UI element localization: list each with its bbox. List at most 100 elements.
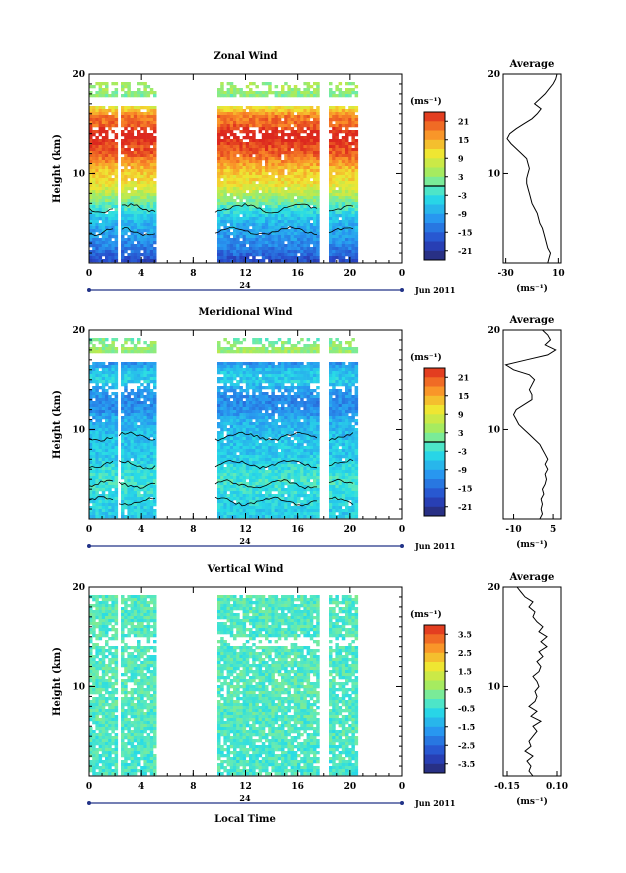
heatmap-cell: [153, 410, 157, 414]
heatmap-cell: [98, 211, 103, 215]
heatmap-cell: [124, 485, 128, 489]
heatmap-cell: [271, 208, 275, 212]
heatmap-cell: [121, 425, 125, 429]
heatmap-cell: [130, 136, 135, 140]
heatmap-cell: [133, 392, 138, 396]
heatmap-cell: [89, 476, 93, 480]
heatmap-cell: [239, 142, 243, 146]
heatmap-cell: [277, 235, 282, 239]
heatmap-cell: [143, 467, 147, 471]
heatmap-cell: [111, 428, 115, 432]
heatmap-cell: [261, 211, 266, 215]
heatmap-cell: [239, 449, 243, 453]
heatmap-cell: [293, 124, 298, 128]
heatmap-cell: [229, 476, 234, 480]
heatmap-cell: [245, 127, 250, 131]
heatmap-cell: [284, 112, 288, 116]
heatmap-cell: [146, 365, 151, 369]
heatmap-cell: [226, 401, 231, 405]
heatmap-cell: [271, 145, 275, 149]
heatmap-cell: [233, 109, 237, 113]
heatmap-cell: [121, 401, 125, 405]
heatmap-cell: [146, 163, 151, 167]
heatmap-cell: [101, 398, 106, 402]
heatmap-cell: [114, 509, 119, 513]
heatmap-cell: [105, 458, 109, 462]
heatmap-cell: [105, 467, 109, 471]
heatmap-cell: [124, 112, 128, 116]
heatmap-cell: [130, 503, 135, 507]
heatmap-cell: [252, 184, 256, 188]
heatmap-cell: [281, 220, 285, 224]
heatmap-cell: [303, 136, 307, 140]
heatmap-cell: [105, 344, 109, 348]
heatmap-cell: [252, 235, 256, 239]
heatmap-cell: [245, 395, 250, 399]
heatmap-cell: [127, 476, 131, 480]
heatmap-cell: [223, 124, 227, 128]
heatmap-cell: [114, 118, 119, 122]
heatmap-cell: [108, 461, 112, 465]
heatmap-cell: [127, 106, 131, 110]
heatmap-cell: [101, 404, 106, 408]
heatmap-cell: [140, 124, 144, 128]
heatmap-cell: [137, 386, 141, 390]
heatmap-cell: [293, 109, 298, 113]
heatmap-cell: [223, 238, 227, 242]
heatmap-cell: [252, 211, 256, 215]
heatmap-cell: [268, 121, 272, 125]
heatmap-cell: [127, 163, 131, 167]
heatmap-cell: [101, 488, 106, 492]
heatmap-cell: [348, 250, 352, 254]
heatmap-cell: [261, 202, 266, 206]
heatmap-cell: [105, 121, 109, 125]
heatmap-cell: [114, 374, 119, 378]
heatmap-cell: [284, 205, 288, 209]
heatmap-cell: [300, 91, 304, 95]
heatmap-cell: [143, 506, 147, 510]
heatmap-cell: [335, 145, 339, 149]
heatmap-cell: [220, 130, 224, 134]
heatmap-cell: [98, 407, 103, 411]
heatmap-cell: [242, 181, 247, 185]
heatmap-cell: [338, 142, 343, 146]
heatmap-cell: [239, 425, 243, 429]
heatmap-cell: [127, 371, 131, 375]
heatmap-cell: [226, 184, 231, 188]
heatmap-cell: [92, 461, 96, 465]
heatmap-cell: [287, 85, 291, 89]
heatmap-cell: [258, 214, 263, 218]
heatmap-cell: [105, 223, 109, 227]
heatmap-cell: [245, 500, 250, 504]
heatmap-cell: [217, 244, 221, 248]
heatmap-cell: [226, 422, 231, 426]
heatmap-cell: [341, 166, 346, 170]
heatmap-cell: [229, 365, 234, 369]
heatmap-cell: [239, 407, 243, 411]
heatmap-cell: [105, 413, 109, 417]
heatmap-cell: [226, 416, 231, 420]
heatmap-cell: [229, 461, 234, 465]
heatmap-cell: [143, 488, 147, 492]
heatmap-cell: [300, 199, 304, 203]
heatmap-cell: [303, 94, 307, 98]
heatmap-cell: [242, 419, 247, 423]
heatmap-cell: [271, 169, 275, 173]
heatmap-cell: [239, 235, 243, 239]
colorbar-unit: (ms⁻¹): [410, 96, 442, 107]
heatmap-cell: [114, 187, 119, 191]
colorbar-segment: [424, 241, 445, 252]
heatmap-cell: [316, 85, 320, 89]
heatmap-cell: [133, 446, 138, 450]
heatmap-cell: [146, 404, 151, 408]
heatmap-cell: [226, 235, 231, 239]
heatmap-cell: [89, 374, 93, 378]
heatmap-cell: [242, 169, 247, 173]
heatmap-cell: [143, 437, 147, 441]
heatmap-cell: [338, 154, 343, 158]
heatmap-cell: [300, 118, 304, 122]
heatmap-cell: [242, 94, 247, 98]
heatmap-cell: [351, 91, 355, 95]
heatmap-cell: [316, 178, 320, 182]
heatmap-cell: [252, 190, 256, 194]
